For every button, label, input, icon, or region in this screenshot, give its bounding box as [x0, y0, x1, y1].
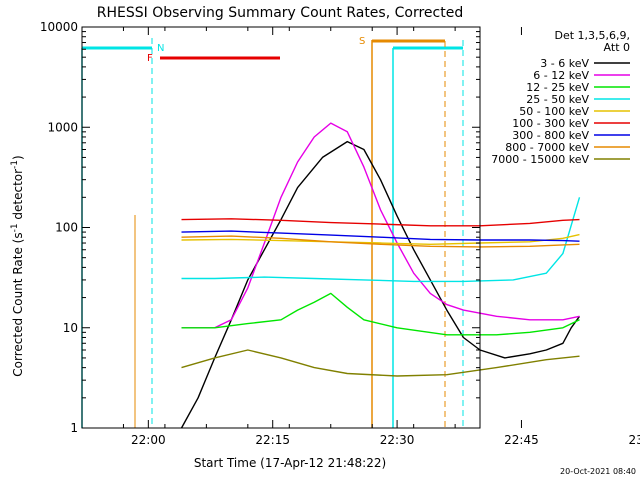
x-tick-label-2200: 22:00: [131, 433, 166, 447]
y-tick-label-1: 1: [70, 421, 78, 435]
flag-saa: S: [134, 36, 446, 428]
y-tick-label-1000: 1000: [47, 120, 78, 134]
flag-label-s: S: [359, 36, 365, 47]
legend-label-50-100-kev: 50 - 100 keV: [519, 105, 589, 118]
y-tick-label-100: 100: [55, 221, 78, 235]
y-axis-label: Corrected Count Rate (s-1 detector-1): [10, 155, 25, 376]
y-axis-ticks: 1 10 100 1000 10000: [40, 20, 480, 435]
series-line-3-6-kev: [180, 140, 581, 429]
legend-label-800-7000-kev: 800 - 7000 keV: [505, 141, 589, 154]
x-axis-label: Start Time (17-Apr-12 21:48:22): [194, 456, 386, 470]
flag-label-n: N: [157, 43, 164, 54]
x-tick-label-2230: 22:30: [380, 433, 415, 447]
y-tick-label-10000: 10000: [40, 20, 78, 34]
legend-label-7000-15000-kev: 7000 - 15000 keV: [491, 153, 589, 166]
series-line-25-50-kev: [181, 197, 581, 283]
y-tick-label-10: 10: [63, 321, 78, 335]
x-tick-label-2300: 23:00: [629, 433, 640, 447]
legend-title-detectors: Det 1,3,5,6,9,: [554, 29, 630, 42]
flag-label-f: F: [147, 53, 153, 64]
observing-flags: NF S: [81, 36, 464, 428]
series-line-12-25-kev: [181, 292, 580, 336]
plot-frame: [81, 26, 481, 429]
series-line-6-12-kev: [181, 122, 580, 329]
legend-label-300-800-kev: 300 - 800 keV: [512, 129, 589, 142]
x-tick-label-2215: 22:15: [255, 433, 290, 447]
legend-label-6-12-kev: 6 - 12 keV: [533, 69, 589, 82]
legend-label-12-25-kev: 12 - 25 keV: [526, 81, 589, 94]
series-line-7000-15000-kev: [181, 349, 580, 377]
series-line-300-800-kev: [181, 230, 580, 242]
chart-title: RHESSI Observing Summary Count Rates, Co…: [97, 5, 463, 21]
flag-flare: F: [147, 53, 280, 64]
timestamp: 20-Oct-2021 08:40: [560, 467, 636, 476]
legend-title-attenuator: Att 0: [604, 41, 630, 54]
x-tick-label-2245: 22:45: [504, 433, 539, 447]
plot-area: NF S 1 10 100 1000 10000 22:00 22:15 22:30 22:45…: [40, 20, 640, 447]
series-line-100-300-kev: [181, 218, 580, 227]
legend-label-3-6-kev: 3 - 6 keV: [540, 57, 589, 70]
legend-label-25-50-kev: 25 - 50 keV: [526, 93, 589, 106]
series-line-800-7000-kev: [181, 235, 580, 248]
legend-label-100-300-kev: 100 - 300 keV: [512, 117, 589, 130]
series-lines: [180, 122, 581, 429]
